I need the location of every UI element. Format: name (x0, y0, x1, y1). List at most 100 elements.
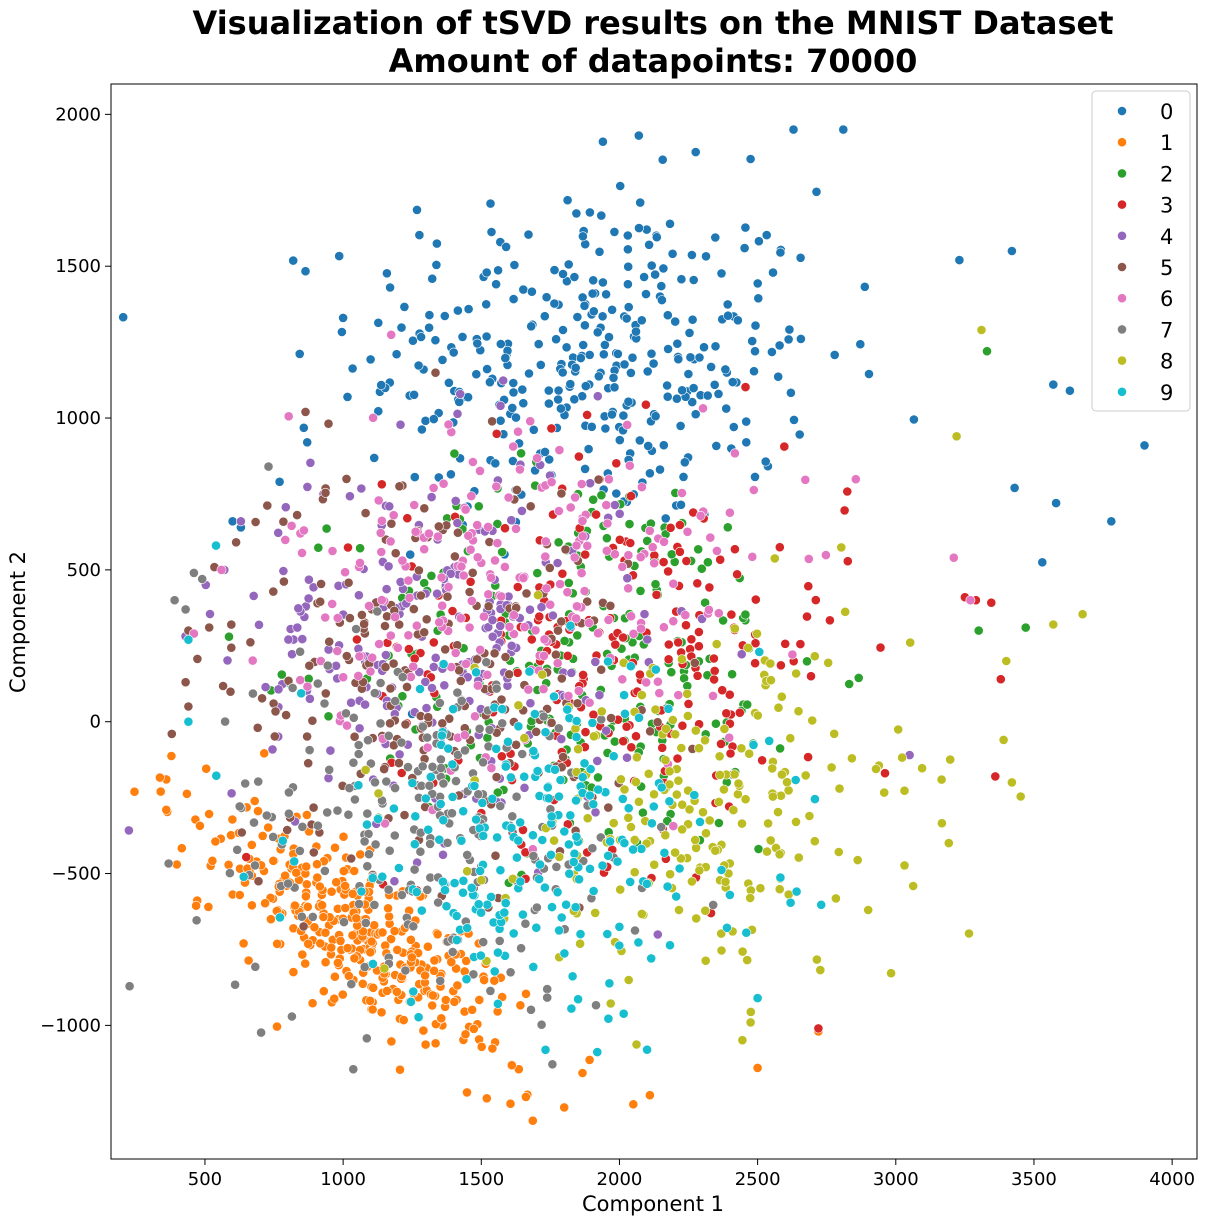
point-digit-6-209 (800, 474, 811, 485)
point-digit-3-147 (500, 523, 510, 534)
point-digit-7-219 (348, 712, 359, 723)
point-digit-7-107 (460, 745, 470, 756)
point-digit-4-133 (426, 492, 437, 502)
point-digit-5-117 (341, 473, 352, 484)
point-digit-6-160 (482, 669, 493, 680)
point-digit-3-4 (447, 606, 458, 616)
point-digit-8-59 (908, 881, 919, 891)
point-digit-0-53 (431, 238, 442, 249)
point-digit-1-181 (272, 938, 282, 949)
point-digit-0-191 (642, 366, 653, 377)
point-digit-9-22 (620, 708, 630, 719)
point-digit-3-93 (635, 669, 645, 680)
point-digit-6-72 (385, 536, 396, 547)
point-digit-7-113 (435, 975, 446, 986)
point-digit-6-93 (577, 531, 588, 542)
point-digit-0-263 (575, 353, 586, 363)
point-digit-9-114 (447, 792, 458, 802)
point-digit-7-84 (339, 917, 349, 927)
point-digit-0-163 (710, 232, 721, 243)
point-digit-5-215 (467, 567, 478, 578)
point-digit-1-305 (406, 952, 417, 963)
point-digit-6-114 (443, 582, 454, 592)
point-digit-9-156 (515, 817, 526, 828)
point-digit-5-206 (257, 693, 267, 704)
point-digit-8-63 (752, 710, 763, 721)
point-digit-9-12 (534, 874, 544, 884)
point-digit-1-44 (176, 843, 187, 854)
point-digit-3-134 (343, 542, 353, 553)
point-digit-7-115 (304, 745, 315, 755)
point-digit-0-79 (594, 246, 605, 257)
point-digit-9-124 (477, 798, 488, 808)
point-digit-6-57 (373, 495, 384, 506)
point-digit-8-32 (800, 770, 811, 781)
point-digit-0-40 (658, 263, 669, 274)
point-digit-0-356 (509, 260, 520, 270)
point-digit-8-116 (700, 735, 710, 746)
point-digit-9-69 (571, 732, 582, 742)
point-digit-5-121 (408, 604, 419, 614)
point-digit-6-91 (636, 623, 646, 634)
point-digit-7-72 (400, 965, 411, 976)
point-digit-7-34 (369, 688, 380, 698)
point-digit-6-187 (463, 530, 474, 541)
point-digit-0-23 (373, 317, 384, 328)
point-digit-6-128 (338, 672, 349, 683)
point-digit-6-83 (677, 488, 687, 498)
point-digit-4-173 (360, 699, 370, 710)
point-digit-6-8 (511, 523, 521, 534)
point-digit-5-44 (343, 577, 354, 588)
point-digit-7-156 (396, 890, 407, 900)
point-digit-8-218 (616, 774, 626, 785)
point-digit-0-248 (334, 251, 345, 261)
point-digit-2-128 (624, 519, 635, 529)
point-digit-4-182 (552, 558, 563, 568)
point-digit-1-331 (301, 861, 312, 872)
point-digit-3-61 (726, 609, 737, 620)
point-digit-7-184 (286, 1011, 297, 1022)
point-digit-1-175 (181, 788, 192, 799)
point-digit-0-93 (618, 410, 629, 421)
point-digit-0-350 (556, 403, 566, 414)
point-digit-4-213 (287, 649, 297, 660)
point-digit-0-268 (580, 381, 591, 391)
point-digit-0-199 (578, 231, 588, 242)
point-digit-0-293 (631, 326, 641, 337)
point-digit-9-134 (495, 865, 506, 876)
point-digit-9-83 (458, 806, 469, 817)
point-digit-6-219 (327, 546, 338, 556)
point-digit-0-97 (118, 312, 129, 323)
point-digit-8-74 (743, 642, 753, 653)
point-digit-7-62 (389, 830, 400, 841)
point-digit-2-11 (497, 547, 507, 557)
point-digit-9-173 (571, 831, 582, 842)
point-digit-3-68 (625, 538, 636, 548)
legend-label-6: 6 (1160, 287, 1173, 311)
point-digit-0-197 (775, 247, 786, 258)
point-digit-2-212 (693, 544, 704, 555)
point-digit-8-164 (691, 913, 702, 924)
point-digit-9-145 (513, 835, 524, 846)
point-digit-6-135 (659, 536, 669, 547)
point-digit-0-329 (592, 327, 603, 338)
point-digit-7-54 (294, 846, 305, 856)
point-digit-5-126 (472, 654, 482, 665)
point-digit-9-147 (791, 886, 802, 897)
point-digit-6-191 (554, 445, 565, 455)
point-digit-3-87 (757, 755, 767, 766)
point-digit-1-283 (315, 938, 326, 949)
point-digit-6-175 (747, 551, 758, 562)
point-digit-9-28 (438, 815, 449, 826)
point-digit-0-216 (416, 332, 426, 342)
point-digit-7-135 (384, 845, 395, 856)
point-digit-4-147 (395, 419, 406, 430)
point-digit-1-255 (318, 986, 329, 997)
point-digit-7-73 (528, 851, 539, 861)
point-digit-5-14 (253, 876, 264, 887)
point-digit-8-22 (649, 859, 660, 870)
point-digit-1-352 (366, 936, 377, 947)
point-digit-2-175 (775, 743, 785, 754)
point-digit-0-77 (572, 312, 583, 322)
point-digit-6-156 (713, 608, 724, 619)
